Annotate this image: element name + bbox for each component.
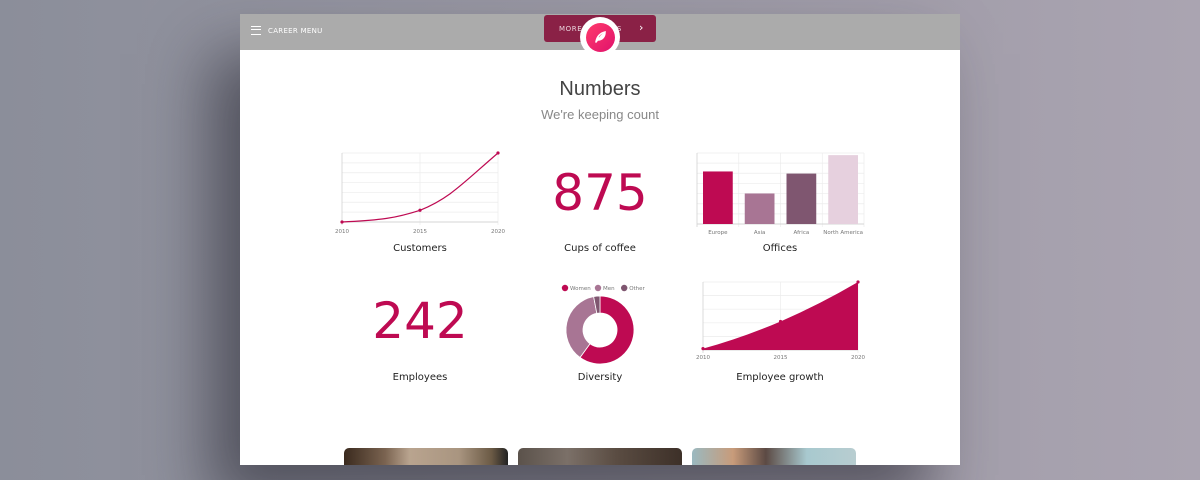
- bar-asia: [744, 193, 775, 224]
- growth-area: [703, 282, 858, 350]
- bar-europe: [703, 171, 733, 224]
- coffee-count: 875: [552, 164, 648, 222]
- image-card[interactable]: [692, 448, 856, 465]
- x-tick-label: Europe: [708, 230, 728, 236]
- x-tick-label: Africa: [794, 230, 810, 236]
- data-point: [418, 208, 422, 212]
- x-tick-label: 2020: [851, 355, 865, 361]
- page-frame: CAREER MENU MORE CAREERS › Numbers We're…: [240, 14, 960, 465]
- x-tick-label: Asia: [754, 230, 766, 236]
- leaf-icon: [585, 22, 615, 52]
- logo[interactable]: [580, 17, 620, 57]
- diversity-caption: Diversity: [577, 372, 623, 383]
- x-tick-label: 2010: [696, 355, 710, 361]
- x-tick-label: 2010: [335, 229, 349, 235]
- growth-caption: Employee growth: [736, 372, 824, 383]
- legend-label-women: Women: [570, 286, 591, 292]
- bar-africa: [786, 173, 817, 224]
- employees-caption: Employees: [392, 372, 448, 383]
- image-card[interactable]: [518, 448, 682, 465]
- page-title: Numbers: [559, 78, 641, 100]
- data-point: [496, 151, 500, 155]
- customers-caption: Customers: [393, 243, 447, 254]
- header-bar: CAREER MENU MORE CAREERS ›: [240, 14, 960, 57]
- data-point: [856, 280, 860, 284]
- hamburger-icon: [251, 26, 261, 35]
- slice-women: [579, 295, 635, 365]
- legend-swatch: [621, 284, 628, 292]
- legend-label-men: Men: [603, 286, 615, 292]
- career-menu-button[interactable]: CAREER MENU: [251, 26, 323, 35]
- offices-caption: Offices: [762, 243, 798, 254]
- data-point: [701, 347, 705, 351]
- bar-north-america: [828, 155, 858, 224]
- image-card[interactable]: [344, 448, 508, 465]
- legend-swatch: [561, 284, 569, 292]
- x-tick-label: 2015: [413, 229, 427, 235]
- legend-swatch: [594, 284, 602, 292]
- career-menu-label: CAREER MENU: [268, 26, 323, 35]
- data-point: [340, 220, 344, 224]
- page-subtitle: We're keeping count: [541, 107, 659, 122]
- x-tick-label: 2015: [774, 355, 788, 361]
- x-tick-label: 2020: [491, 229, 505, 235]
- slice-other: [593, 295, 601, 314]
- employees-count: 242: [372, 292, 468, 350]
- chevron-right-icon: ›: [639, 21, 644, 34]
- data-point: [778, 319, 783, 324]
- coffee-caption: Cups of coffee: [564, 243, 636, 254]
- customers-chart: 2010 2015 2020 Europe Asia Africa North Americ…: [335, 151, 865, 365]
- x-tick-label: North America: [823, 230, 863, 236]
- slice-men: [565, 296, 598, 359]
- legend-label-other: Other: [629, 286, 645, 292]
